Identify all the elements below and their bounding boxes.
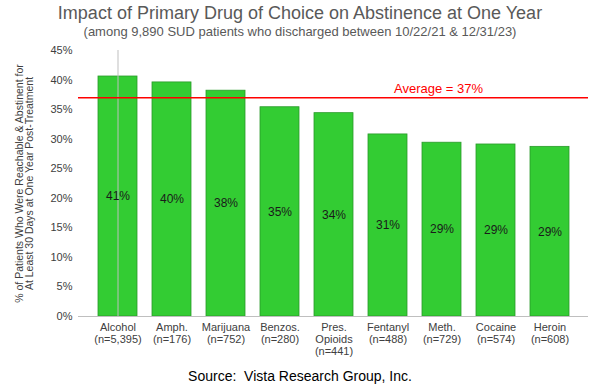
svg-text:Meth.(n=729): Meth.(n=729) bbox=[423, 321, 461, 345]
html-text:Impact of Primary Drug of Choi: Impact of Primary Drug of Choice on Abst… bbox=[57, 3, 543, 23]
svg-text:40%: 40% bbox=[160, 192, 184, 206]
svg-text:5%: 5% bbox=[57, 280, 73, 292]
svg-text:30%: 30% bbox=[50, 133, 72, 145]
svg-text:29%: 29% bbox=[484, 223, 508, 237]
svg-text:Amph.(n=176): Amph.(n=176) bbox=[153, 321, 191, 345]
html-text:(among 9,890 SUD patients who: (among 9,890 SUD patients who discharged… bbox=[83, 24, 517, 39]
svg-text:Fentanyl(n=488): Fentanyl(n=488) bbox=[367, 321, 409, 345]
svg-text:Pres.Opioids(n=441): Pres.Opioids(n=441) bbox=[315, 321, 353, 357]
svg-text:40%: 40% bbox=[50, 74, 72, 86]
svg-text:34%: 34% bbox=[322, 208, 346, 222]
svg-text:20%: 20% bbox=[50, 192, 72, 204]
svg-text:Cocaine(n=574): Cocaine(n=574) bbox=[476, 321, 516, 345]
svg-text:29%: 29% bbox=[538, 225, 562, 239]
svg-text:35%: 35% bbox=[50, 103, 72, 115]
html-text:Source: Vista Research Group,: Source: Vista Research Group, Inc. bbox=[188, 368, 412, 384]
svg-text:0%: 0% bbox=[57, 310, 73, 322]
svg-text:10%: 10% bbox=[50, 251, 72, 263]
svg-text:29%: 29% bbox=[430, 222, 454, 236]
svg-text:Benzos.(n=280): Benzos.(n=280) bbox=[260, 321, 300, 345]
svg-text:Average = 37%: Average = 37% bbox=[394, 81, 483, 96]
svg-text:45%: 45% bbox=[50, 44, 72, 56]
svg-text:35%: 35% bbox=[268, 205, 292, 219]
svg-text:25%: 25% bbox=[50, 162, 72, 174]
svg-text:15%: 15% bbox=[50, 221, 72, 233]
svg-text:31%: 31% bbox=[376, 218, 400, 232]
svg-text:Marijuana(n=752): Marijuana(n=752) bbox=[202, 321, 251, 345]
svg-text:Heroin(n=608): Heroin(n=608) bbox=[531, 321, 569, 345]
svg-text:38%: 38% bbox=[214, 196, 238, 210]
svg-text:Alcohol(n=5,395): Alcohol(n=5,395) bbox=[94, 321, 141, 345]
svg-text:41%: 41% bbox=[106, 189, 130, 203]
svg-text:% of Patients Who Were Reachab: % of Patients Who Were Reachable & Absti… bbox=[13, 64, 36, 303]
